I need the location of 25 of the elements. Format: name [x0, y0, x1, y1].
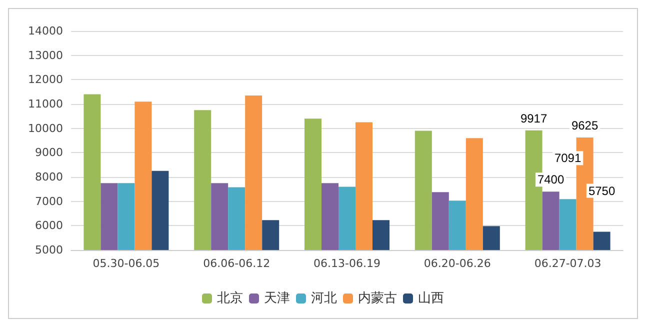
y-tick-label: 7000: [35, 194, 63, 208]
y-tick-label: 8000: [35, 170, 63, 184]
y-tick-label: 11000: [28, 98, 63, 110]
data-label: 9917: [520, 111, 548, 126]
data-label: 7091: [554, 151, 582, 166]
y-tick-label: 9000: [35, 146, 63, 160]
y-tick-label: 6000: [35, 219, 63, 232]
legend-label: 北京: [217, 291, 243, 306]
legend-label: 山西: [418, 291, 444, 306]
legend-label: 天津: [264, 291, 290, 306]
x-tick-label: 06.20-06.26: [424, 257, 491, 270]
y-tick-label: 5000: [35, 244, 63, 256]
data-label: 7400: [537, 172, 564, 187]
legend-label: 河北: [311, 291, 337, 306]
y-tick-label: 10000: [28, 122, 63, 135]
x-tick-label: 05.30-06.05: [92, 257, 160, 270]
x-tick-label: 06.06-06.12: [203, 257, 270, 270]
x-tick-label: 06.13-06.19: [314, 257, 380, 270]
data-label: 9625: [571, 118, 598, 132]
y-tick-label: 14000: [28, 24, 63, 38]
y-tick-label: 13000: [28, 48, 63, 62]
data-label: 5750: [588, 184, 616, 198]
x-tick-label: 06.27-07.03: [534, 257, 602, 270]
legend-label: 内蒙古: [358, 291, 397, 306]
y-tick-label: 12000: [28, 73, 63, 86]
